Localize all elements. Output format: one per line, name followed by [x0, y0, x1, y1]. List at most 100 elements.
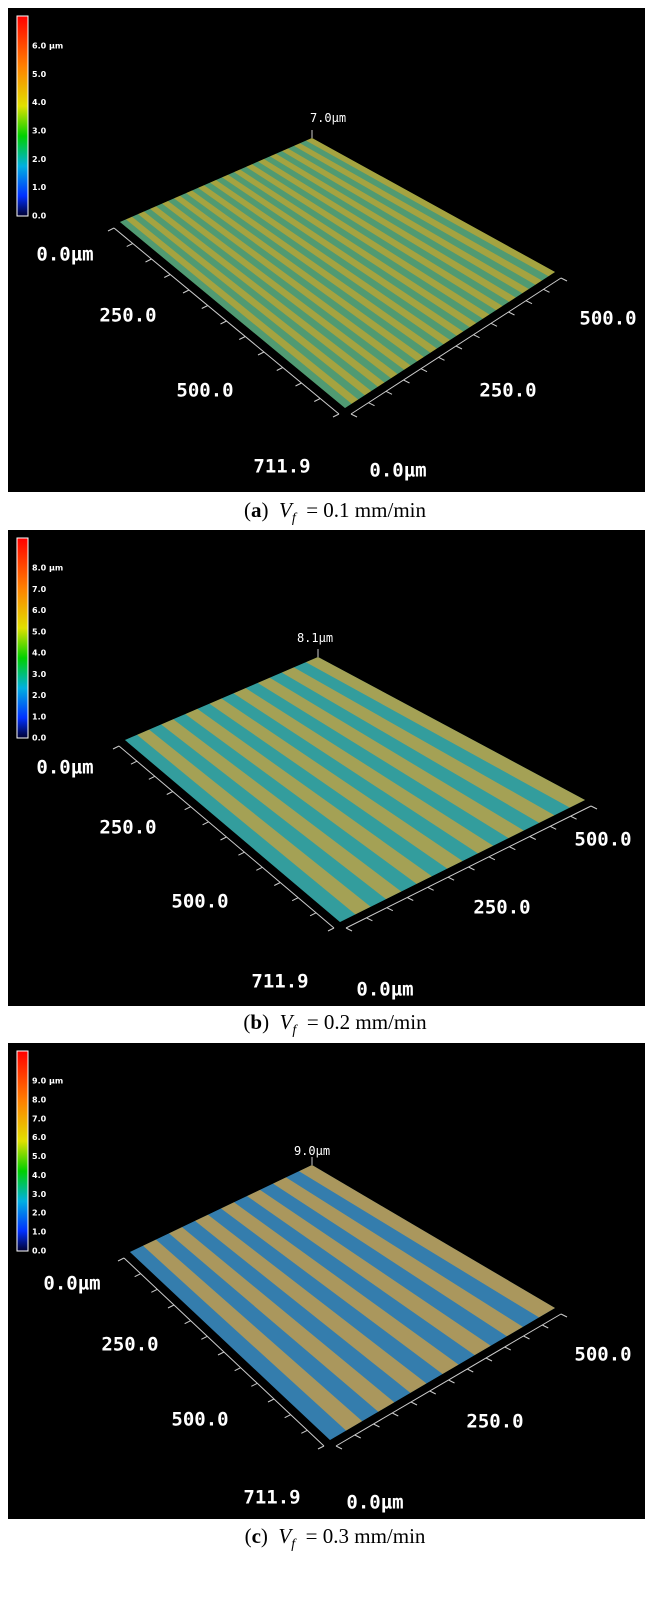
axis-tick	[403, 379, 410, 384]
axis-tick	[345, 927, 353, 932]
surface-stripe	[180, 193, 418, 366]
surface-plot: 9.0 µm 8.0 7.0 6.0 5.0 4.0 3.0 2.0 1.0 0.0 9.0µm 0.…	[16, 1050, 632, 1514]
surface-stripe	[138, 211, 372, 396]
axis-tick	[291, 897, 299, 902]
surface-stripe	[276, 151, 523, 298]
surface-stripe	[156, 1233, 379, 1422]
surface-stripe	[209, 698, 463, 869]
axis-tick	[448, 1379, 455, 1384]
colorbar-label: 6.0	[32, 606, 47, 615]
axis-tick	[529, 836, 536, 840]
surface-stripe	[281, 667, 555, 823]
axis-tick	[182, 289, 190, 294]
surface-stripe	[197, 703, 448, 877]
axis-label: 711.9	[243, 1487, 300, 1509]
surface-stripe	[306, 138, 555, 277]
colorbar-label: 5.0	[32, 627, 47, 636]
axis-tick	[317, 1445, 325, 1450]
colorbar-label: 6.0	[32, 1133, 47, 1142]
colorbar-label: 8.0 µm	[32, 564, 63, 573]
surface-stripe	[294, 143, 542, 285]
caption-text: = 0.1 mm/min	[306, 498, 426, 522]
caption-subscript-text: f	[291, 1537, 296, 1553]
axis-tick	[201, 305, 208, 309]
axis-tick	[267, 1398, 275, 1403]
axis-tick	[148, 775, 156, 780]
surface-plot: 8.0 µm 7.0 6.0 5.0 4.0 3.0 2.0 1.0 0.0 8.1µm 0.0µm…	[16, 537, 632, 1001]
axis-tick	[284, 1414, 291, 1419]
axis-tick	[117, 1257, 125, 1262]
axis-tick	[570, 815, 577, 820]
axis-tick	[274, 882, 281, 886]
axis-tick	[350, 413, 358, 418]
surface-stripe	[130, 1245, 347, 1440]
surface-stripe	[258, 159, 503, 311]
axis-tick	[184, 806, 191, 811]
colorbar-label: 5.0	[32, 70, 47, 79]
colorbar-label: 1.0	[32, 712, 47, 721]
axis-label: 0.0µm	[356, 979, 413, 1001]
axis-label: 250.0	[466, 1411, 523, 1433]
axis-tick	[354, 1434, 361, 1439]
caption-subscript-text: f	[292, 1023, 297, 1039]
axis-tick	[145, 258, 152, 263]
surface-stripe	[305, 657, 585, 808]
axis-label: 0.0µm	[36, 244, 93, 266]
axis-tick	[151, 1288, 158, 1293]
colorbar-label: 0.0	[32, 1247, 47, 1256]
surface-stripe	[195, 1214, 427, 1393]
surface-stripe	[246, 164, 490, 319]
caption-symbol: V	[279, 1010, 293, 1034]
caption-subscript: f	[292, 1023, 296, 1038]
axis-tick	[309, 912, 317, 917]
axis-label: 500.0	[171, 891, 228, 913]
axis-tick	[490, 322, 498, 327]
axis-tick	[543, 288, 550, 293]
surface-stripe	[264, 156, 510, 306]
colorbar-label: 0.0	[32, 734, 47, 743]
axis-tick	[166, 791, 173, 795]
axis-label: 0.0µm	[346, 1492, 403, 1514]
caption-text: = 0.3 mm/min	[305, 1524, 426, 1548]
axis-label: 250.0	[99, 305, 156, 327]
caption-open: (	[243, 1010, 251, 1034]
surface-stripe	[252, 161, 496, 315]
surface-stripe	[150, 206, 385, 387]
caption-open: (	[244, 1524, 252, 1548]
colorbar-label: 9.0 µm	[32, 1077, 63, 1086]
axis-tick	[167, 1304, 175, 1309]
axis-tick	[549, 825, 557, 830]
surface-stripe	[186, 190, 424, 362]
colorbar-label: 3.0	[32, 1190, 47, 1199]
surface-stripe	[149, 724, 386, 907]
colorbar-label: 2.0	[32, 1209, 47, 1218]
surface-stripe	[143, 1239, 363, 1431]
surface-stripe	[198, 185, 437, 353]
surface-stripe	[168, 198, 405, 374]
axis-tick	[447, 876, 455, 881]
surface-stripe	[192, 187, 431, 357]
axis-tick	[420, 368, 428, 373]
axis-tick	[504, 1346, 511, 1351]
axis-tick	[276, 367, 283, 371]
axis-tick	[407, 897, 414, 901]
surface-stripe	[273, 1177, 523, 1337]
axis-label: 250.0	[479, 380, 536, 402]
axis-tick	[373, 1423, 380, 1428]
caption: (c) Vf = 0.3 mm/min	[0, 1524, 670, 1553]
caption-symbol: V	[278, 1524, 292, 1548]
caption-subscript-text: f	[291, 511, 296, 527]
surface-stripe	[233, 688, 494, 854]
axis-label: 0.0µm	[43, 1273, 100, 1295]
surface-stripe	[221, 693, 478, 861]
axis-tick	[525, 300, 533, 305]
surface-stripe	[169, 1227, 395, 1412]
axis-tick	[560, 277, 568, 282]
axis-tick	[455, 345, 463, 350]
axis-tick	[314, 398, 321, 402]
colorbar-label: 6.0 µm	[32, 42, 63, 51]
axis-tick	[385, 390, 393, 395]
axis-tick	[410, 1401, 418, 1406]
axis-label: 711.9	[253, 456, 310, 478]
